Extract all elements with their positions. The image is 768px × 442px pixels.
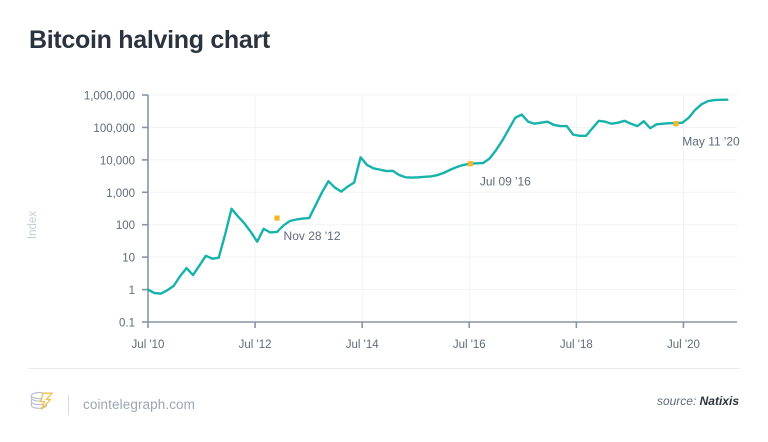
y-tick-labels: 1,000,000 100,000 10,000 1,000 100 10 1 0.1 bbox=[84, 91, 135, 330]
x-tick-label: Jul '16 bbox=[453, 339, 486, 351]
y-tick-label: 1 bbox=[129, 285, 135, 297]
x-tick-labels: Jul '10 Jul '12 Jul '14 Jul '16 Jul '18 Jul '… bbox=[132, 339, 700, 351]
bitcoin-halving-line-chart: 1,000,000 100,000 10,000 1,000 100 10 1 0.1 Jul… bbox=[27, 91, 740, 352]
halving-marker bbox=[467, 161, 473, 167]
halving-label: Jul 09 '16 bbox=[480, 175, 531, 189]
halving-marker bbox=[673, 121, 679, 127]
footer-divider bbox=[28, 368, 740, 369]
x-tick-label: Jul '10 bbox=[132, 339, 165, 351]
x-tick-label: Jul '14 bbox=[346, 339, 379, 351]
data-series-line bbox=[146, 98, 729, 295]
y-tick-label: 100,000 bbox=[93, 123, 135, 135]
y-tick-label: 0.1 bbox=[119, 318, 135, 330]
halving-marker bbox=[274, 215, 280, 221]
source-credit: source: Natixis bbox=[657, 394, 739, 408]
y-tick-label: 10 bbox=[122, 253, 135, 265]
footer: cointelegraph.com source: Natixis bbox=[0, 368, 768, 442]
x-tick-label: Jul '12 bbox=[239, 339, 272, 351]
y-tick-label: 10,000 bbox=[100, 155, 135, 167]
cointelegraph-coin-stack-icon bbox=[28, 390, 54, 419]
y-tick-label: 100 bbox=[116, 220, 135, 232]
halving-annotations: Nov 28 '12 Jul 09 '16 May 11 '20 bbox=[274, 121, 740, 243]
halving-label: Nov 28 '12 bbox=[284, 229, 341, 243]
y-tick-label: 1,000,000 bbox=[84, 91, 135, 103]
x-tick-label: Jul '18 bbox=[560, 339, 593, 351]
page-title: Bitcoin halving chart bbox=[29, 26, 270, 54]
brand-label: cointelegraph.com bbox=[83, 397, 196, 412]
source-prefix: source: bbox=[656, 394, 700, 408]
y-axis bbox=[142, 94, 149, 323]
brand-block: cointelegraph.com bbox=[28, 390, 195, 419]
x-axis bbox=[147, 321, 737, 328]
y-axis-title: Index bbox=[27, 211, 39, 239]
chart-canvas: 1,000,000 100,000 10,000 1,000 100 10 1 0.1 Jul… bbox=[27, 91, 740, 352]
halving-label: May 11 '20 bbox=[682, 135, 740, 149]
gridlines-group bbox=[148, 94, 737, 323]
y-tick-label: 1,000 bbox=[106, 188, 135, 200]
x-tick-label: Jul '20 bbox=[667, 339, 700, 351]
x-gridlines-group bbox=[254, 95, 684, 322]
brand-divider bbox=[68, 394, 69, 415]
source-name: Natixis bbox=[699, 394, 739, 408]
series-line bbox=[146, 98, 729, 295]
